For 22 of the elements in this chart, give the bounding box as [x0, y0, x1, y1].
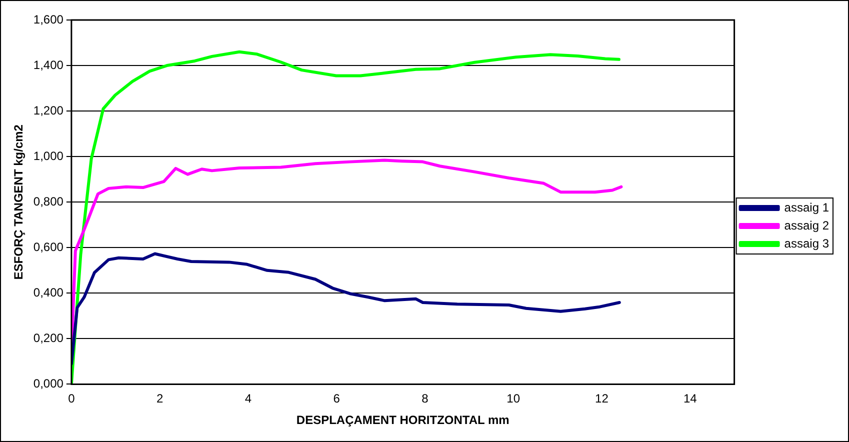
- x-tick-label: 14: [683, 392, 698, 406]
- x-tick-label: 6: [333, 392, 340, 406]
- x-tick-label: 8: [422, 392, 429, 406]
- y-tick-label: 0,400: [33, 285, 64, 300]
- x-tick-label: 0: [68, 392, 76, 406]
- y-tick-label: 0,200: [33, 330, 64, 345]
- legend-label: assaig 3: [784, 236, 830, 250]
- y-tick-label: 1,400: [33, 58, 64, 72]
- x-tick-label: 12: [595, 392, 609, 406]
- y-tick-label: 0,800: [33, 194, 64, 208]
- x-tick-label: 4: [244, 392, 252, 406]
- legend-label: assaig 2: [784, 218, 830, 232]
- y-tick-label: 1,600: [33, 12, 64, 26]
- x-axis-title: DESPLAÇAMENT HORITZONTAL mm: [296, 413, 510, 428]
- x-tick-label: 2: [156, 392, 164, 406]
- y-tick-label: 1,200: [33, 103, 64, 118]
- y-tick-label: 0,600: [33, 240, 64, 254]
- x-tick-label: 10: [506, 392, 520, 406]
- y-tick-label: 0,000: [33, 376, 64, 391]
- y-axis-title: ESFORÇ TANGENT kg/cm2: [12, 124, 26, 280]
- y-tick-label: 1,000: [33, 148, 64, 163]
- legend-label: assaig 1: [784, 200, 830, 214]
